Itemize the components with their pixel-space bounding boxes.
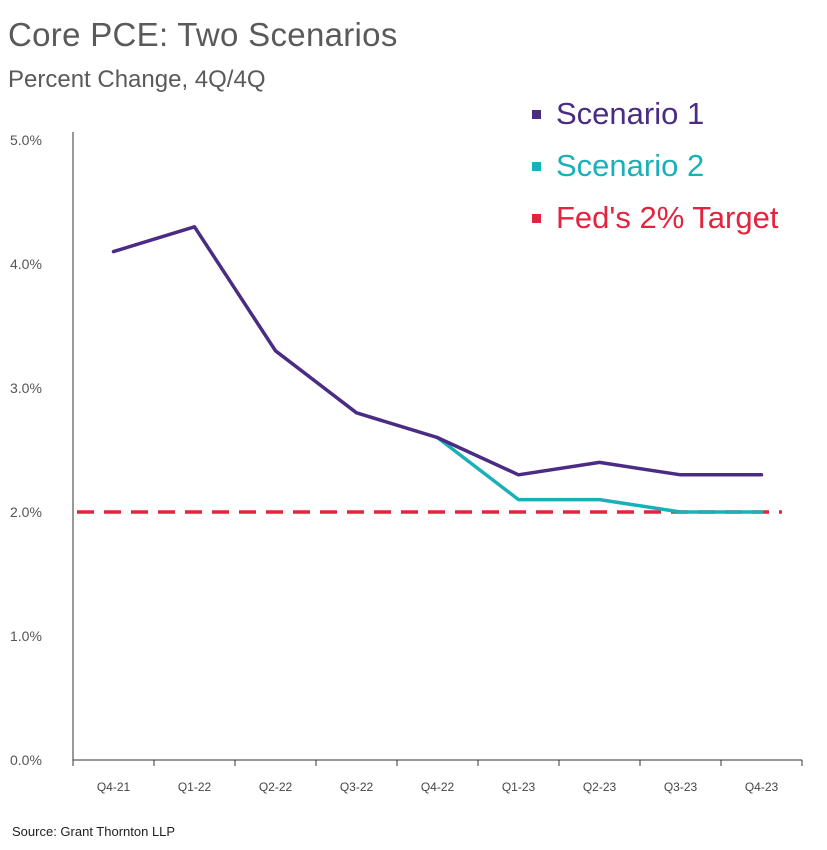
x-tick-label: Q1-22: [178, 780, 212, 794]
legend-swatch-scenario-2: [532, 161, 541, 171]
x-tick-label: Q4-22: [421, 780, 455, 794]
y-tick-label: 1.0%: [10, 628, 42, 644]
legend-swatch-scenario-1: [532, 109, 541, 119]
legend-label-fed-target: Fed's 2% Target: [556, 200, 779, 235]
series-line-scenario-2: [435, 435, 764, 514]
x-tick-label: Q2-23: [583, 780, 617, 794]
legend-item-scenario-2: Scenario 2: [532, 140, 778, 192]
y-tick-label: 4.0%: [10, 256, 42, 272]
legend-swatch-fed-target: [532, 213, 541, 223]
x-tick-label: Q3-22: [340, 780, 374, 794]
y-tick-label: 3.0%: [10, 380, 42, 396]
legend-label-scenario-2: Scenario 2: [556, 148, 705, 183]
x-tick-label: Q4-21: [97, 780, 131, 794]
legend: Scenario 1 Scenario 2 Fed's 2% Target: [532, 88, 778, 244]
chart-subtitle: Percent Change, 4Q/4Q: [8, 66, 266, 93]
y-tick-label: 5.0%: [10, 132, 42, 148]
x-tick-label: Q3-23: [664, 780, 698, 794]
y-tick-label: 2.0%: [10, 504, 42, 520]
y-tick-label: 0.0%: [10, 752, 42, 768]
x-tick-label: Q1-23: [502, 780, 536, 794]
chart-title: Core PCE: Two Scenarios: [8, 16, 398, 53]
series-line-scenario-1: [111, 225, 764, 477]
x-tick-label: Q2-22: [259, 780, 293, 794]
source-note: Source: Grant Thornton LLP: [12, 824, 176, 839]
x-tick-label: Q4-23: [745, 780, 779, 794]
legend-item-scenario-1: Scenario 1: [532, 88, 778, 140]
legend-label-scenario-1: Scenario 1: [556, 96, 705, 131]
legend-item-fed-target: Fed's 2% Target: [532, 192, 778, 244]
